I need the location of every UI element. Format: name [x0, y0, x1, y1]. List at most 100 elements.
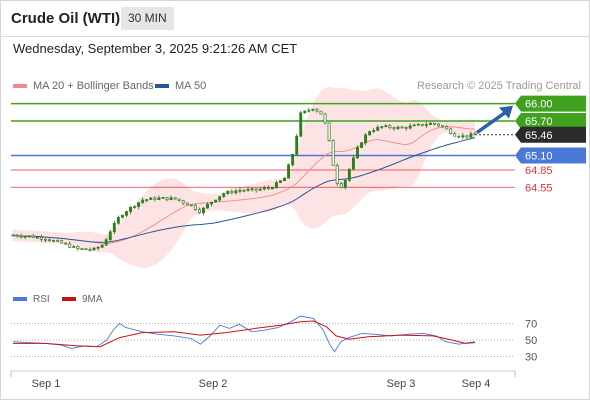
candle-bull [380, 126, 384, 128]
candle-bull [202, 207, 205, 214]
candle-bear [177, 198, 181, 201]
candle-bull [169, 197, 173, 201]
candle-bear [189, 204, 193, 207]
candle-bear [76, 246, 80, 250]
forecast-arrow-shaft [476, 110, 507, 134]
candle-bull [469, 133, 473, 138]
candle-bull [384, 125, 388, 128]
level-label-support: 64.85 [525, 165, 553, 177]
level-label-support: 64.55 [525, 182, 553, 194]
candle-bull [303, 110, 307, 114]
level-tag-text-pivot: 65.10 [525, 151, 553, 163]
candle-bear [449, 128, 453, 134]
candle-bear [197, 209, 201, 214]
candle-bull [129, 206, 132, 212]
timeframe-badge[interactable]: 30 MIN [121, 7, 174, 30]
candle-bear [441, 125, 445, 128]
candle-bull [108, 231, 112, 241]
candle-bear [153, 197, 157, 200]
candle-bull [262, 187, 266, 190]
candle-bull [246, 188, 250, 191]
candle-bull [218, 196, 222, 201]
candle-bear [80, 248, 84, 251]
candle-bull [416, 123, 420, 126]
candle-bull [368, 131, 372, 136]
level-tag-resistance [515, 112, 586, 129]
x-tick-label: Sep 2 [199, 378, 228, 390]
candle-bear [193, 204, 197, 210]
legend-label-bollinger: MA 20 + Bollinger Bands [33, 80, 154, 92]
candle-bear [457, 135, 461, 138]
candle-bull [408, 125, 412, 129]
candle-bear [388, 125, 392, 129]
candle-bear [254, 188, 258, 191]
candlesticks [11, 107, 477, 252]
candle-bear [453, 133, 457, 137]
legend-label-rsi: RSI [33, 294, 50, 305]
research-credit: Research © 2025 Trading Central [416, 80, 581, 92]
legend-label-ma50: MA 50 [175, 80, 207, 92]
candle-bear [266, 187, 270, 190]
candle-bull [149, 197, 153, 200]
legend-ma50: MA 50 [155, 80, 206, 92]
candle-bull [428, 122, 432, 125]
rsi-9ma-line [13, 320, 476, 348]
bollinger-band [13, 87, 475, 268]
rsi-tick-label: 30 [525, 352, 537, 364]
candle-bear [331, 140, 335, 166]
candle-bear [48, 239, 51, 242]
candle-bear [242, 189, 246, 192]
candle-bear [181, 200, 185, 204]
candle-bull [274, 182, 278, 189]
candle-bear [68, 243, 72, 248]
candle-bear [64, 242, 68, 245]
rsi-tick-label: 50 [525, 335, 537, 347]
level-tags: 66.00 65.70 65.10 64.85 64.55 65.46 [515, 95, 586, 194]
legend-swatch-bollinger [13, 84, 27, 88]
candle-bull [291, 154, 295, 166]
candle-bull [250, 188, 254, 191]
candle-bear [445, 126, 449, 130]
candle-bull [295, 135, 299, 155]
rsi-line [12, 315, 476, 353]
level-tag-resistance [515, 95, 586, 112]
x-tick-label: Sep 1 [32, 378, 61, 390]
candle-bull [234, 190, 238, 194]
rsi-legend: RSI 9MA [13, 294, 103, 305]
candle-bear [185, 202, 189, 206]
candle-bull [372, 130, 376, 132]
candle-bear [404, 127, 408, 129]
candle-bear [323, 113, 327, 124]
moving-averages [12, 126, 476, 244]
candle-bull [120, 214, 124, 218]
candle-bull [96, 246, 100, 249]
candle-bear [335, 165, 339, 184]
instrument-title: Crude Oil (WTI) [11, 10, 121, 27]
candle-bear [465, 135, 469, 138]
candle-bull [461, 135, 465, 138]
bollinger-band-fill [13, 87, 475, 268]
candle-bull [125, 211, 128, 216]
candle-bull [72, 246, 76, 248]
level-tag-text-resistance: 66.00 [525, 99, 553, 111]
candle-bull [100, 244, 104, 248]
candle-bull [23, 235, 27, 238]
candle-bull [351, 157, 355, 170]
candle-bear [43, 238, 47, 241]
candle-bull [145, 199, 149, 201]
forecast-arrow-head [499, 105, 513, 119]
candle-bull [307, 109, 311, 112]
candle-bull [104, 239, 108, 246]
candle-bull [226, 191, 230, 194]
candle-bull [396, 126, 400, 129]
candle-bear [39, 236, 43, 240]
candle-bull [360, 142, 363, 148]
rsi-tick-label: 70 [525, 318, 537, 330]
key-levels [11, 102, 515, 188]
candle-bull [412, 124, 416, 127]
candle-bear [230, 191, 234, 194]
candle-bear [60, 240, 64, 244]
legend-swatch-9ma [62, 297, 76, 301]
level-tag-pivot [515, 147, 586, 164]
candle-bear [420, 123, 424, 126]
